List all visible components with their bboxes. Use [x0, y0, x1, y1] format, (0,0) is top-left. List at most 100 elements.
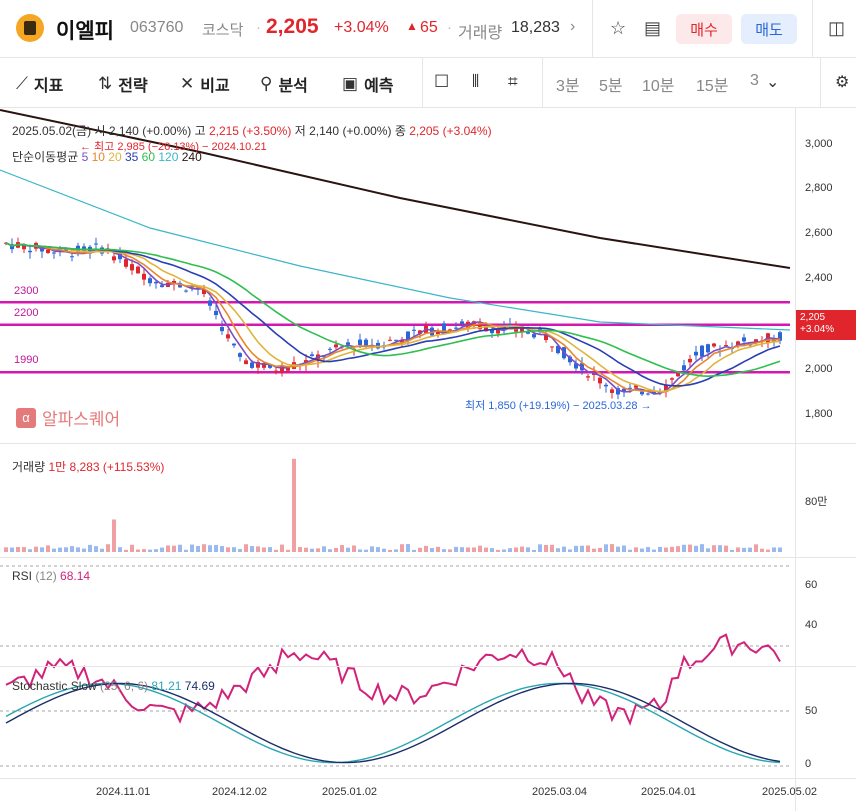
volume-bar	[718, 545, 722, 552]
volume-bar	[310, 549, 314, 552]
volume-bar	[448, 549, 452, 552]
volume-bar	[292, 459, 296, 552]
candle-body	[70, 256, 74, 257]
volume-bar	[640, 549, 644, 552]
volume-bar	[64, 547, 68, 552]
candle-body	[550, 346, 554, 347]
chevron-right-icon[interactable]: ›	[570, 18, 575, 36]
interval-5min[interactable]: 5분	[599, 72, 623, 96]
volume-bar	[766, 550, 770, 552]
strategy-button[interactable]: ⇅ 전략	[98, 72, 148, 96]
chart-area[interactable]: 2025.05.02(금) 시 2,140 (+0.00%) 고 2,215 (…	[0, 108, 856, 811]
interval-10min[interactable]: 10분	[642, 72, 675, 96]
volume-bar	[532, 550, 536, 552]
volume-bar	[166, 545, 170, 552]
buy-button[interactable]: 매수	[676, 14, 732, 44]
volume-bar	[220, 546, 224, 552]
indicator-button[interactable]: ⟋ 지표	[16, 72, 63, 96]
volume-bar	[754, 544, 758, 552]
volume-pane-value: 1만 8,283 (+115.53%)	[48, 460, 164, 474]
volume-bar	[340, 545, 344, 552]
volume-bar	[400, 544, 404, 552]
candle-body	[532, 334, 536, 337]
predict-button[interactable]: ▣ 예측	[342, 72, 394, 96]
pane-divider	[0, 443, 856, 444]
sell-button[interactable]: 매도	[741, 14, 797, 44]
volume-bar	[772, 547, 776, 552]
volume-bar	[424, 546, 428, 552]
volume-bar	[442, 549, 446, 552]
volume-bar	[598, 548, 602, 552]
volume-bar	[22, 547, 26, 552]
checkbox-icon[interactable]: ☐	[434, 72, 449, 92]
volume-bar	[502, 549, 506, 552]
rsi-tick: 60	[805, 579, 817, 591]
volume-bar	[262, 547, 266, 552]
candle-body	[142, 274, 146, 280]
strategy-label: 전략	[118, 72, 147, 96]
volume-bar	[10, 548, 14, 552]
volume-bar	[184, 550, 188, 552]
stock-name[interactable]: 이엘피	[56, 15, 114, 45]
volume-bar	[34, 547, 38, 552]
candlestick-icon[interactable]: ⫴	[472, 72, 479, 92]
volume-bar	[256, 546, 260, 552]
volume-bar	[46, 545, 50, 552]
volume-bar	[118, 547, 122, 552]
volume-bar	[286, 550, 290, 552]
candle-body	[124, 259, 128, 267]
volume-bar	[688, 545, 692, 552]
candle-body	[274, 371, 278, 373]
date-tick: 2024.12.02	[212, 786, 267, 798]
clipboard-icon[interactable]: ▤	[644, 18, 661, 39]
volume-bar	[304, 548, 308, 552]
candle-body	[394, 340, 398, 341]
candle-body	[682, 365, 686, 370]
candle-body	[250, 363, 254, 368]
camera-icon[interactable]: ⌗	[508, 72, 518, 92]
change-percent: +3.04%	[334, 19, 389, 37]
volume-bar	[592, 549, 596, 552]
stoch-tick: 50	[805, 705, 817, 717]
volume-bar	[562, 547, 566, 552]
low-value: 2,140 (+0.00%)	[309, 124, 391, 138]
volume-bar	[52, 549, 56, 552]
separator-dot: ·	[256, 19, 261, 36]
interval-3min[interactable]: 3분	[556, 72, 580, 96]
volume-bar	[208, 545, 212, 552]
interval-more[interactable]: 3	[750, 72, 759, 90]
date-tick: 2025.03.04	[532, 786, 587, 798]
candle-body	[694, 352, 698, 356]
volume-bar	[514, 548, 518, 552]
candle-body	[628, 388, 632, 389]
date-tick: 2025.04.01	[641, 786, 696, 798]
candle-body	[154, 282, 158, 283]
divider	[422, 58, 423, 108]
chevron-down-icon[interactable]: ⌄	[766, 72, 779, 92]
low-annotation: 최저 1,850 (+19.19%) − 2025.03.28 →	[465, 397, 652, 413]
divider	[542, 58, 543, 108]
star-icon[interactable]: ☆	[610, 18, 626, 39]
high-value: 2,215 (+3.50%)	[209, 124, 291, 138]
open-label: 시	[94, 124, 105, 138]
candle-body	[460, 321, 464, 323]
high-label: 고	[195, 124, 206, 138]
volume-bar	[376, 547, 380, 552]
sidebar-toggle-icon[interactable]: ◫	[828, 18, 845, 39]
volume-bar	[28, 549, 32, 552]
settings-icon[interactable]: ⚙	[835, 72, 849, 92]
volume-bar	[4, 547, 8, 552]
volume-bar	[418, 548, 422, 552]
volume-bar	[298, 547, 302, 552]
ma-line	[6, 243, 780, 392]
stoch-legend: Stochastic Slow (25, 6, 6) 81.21 74.69	[12, 679, 215, 693]
ohlc-date: 2025.05.02(금)	[12, 124, 91, 138]
compare-button[interactable]: ✕ 비교	[180, 72, 230, 96]
volume-bar	[88, 545, 92, 552]
volume-bar	[106, 544, 110, 552]
interval-15min[interactable]: 15분	[696, 72, 729, 96]
candle-body	[52, 253, 56, 254]
analysis-button[interactable]: ⚲ 분석	[260, 72, 308, 96]
stoch-d-value: 74.69	[185, 679, 215, 693]
candle-body	[328, 349, 332, 350]
